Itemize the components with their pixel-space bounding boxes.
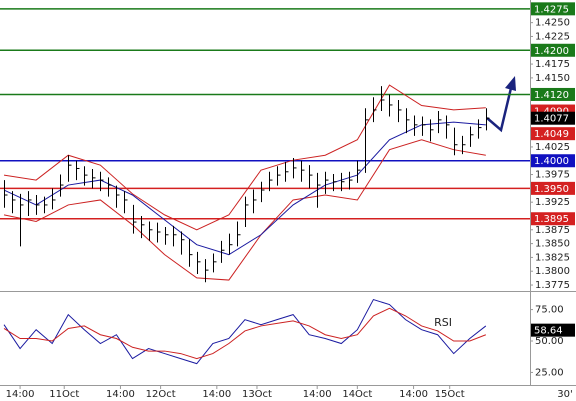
y-tick-label: 1.4150 xyxy=(535,73,570,84)
arrow-head xyxy=(505,76,516,91)
x-tick-label: 14Oct xyxy=(342,389,372,400)
level-label: 1.3895 xyxy=(534,214,569,225)
rsi-title: RSI xyxy=(434,316,452,329)
level-box xyxy=(531,323,575,337)
y-tick-label: 1.4250 xyxy=(535,18,570,29)
overlay-line xyxy=(3,84,486,231)
x-tick-label: 15Oct xyxy=(435,389,465,400)
level-label: 1.4000 xyxy=(534,156,569,167)
y-tick-label: 75.00 xyxy=(535,305,564,316)
y-tick-label: 1.4025 xyxy=(535,142,570,153)
y-tick-label: 1.3850 xyxy=(535,239,570,250)
level-label: 1.4049 xyxy=(534,129,569,140)
overlay-line xyxy=(3,139,486,281)
timeframe: 30' xyxy=(557,389,572,400)
level-label: 1.4077 xyxy=(534,114,569,125)
level-box xyxy=(531,87,575,101)
level-box xyxy=(531,43,575,57)
x-tick-label: 14:00 xyxy=(303,389,332,400)
y-tick-label: 1.3925 xyxy=(535,197,570,208)
level-label: 1.4200 xyxy=(534,46,569,57)
level-label: 1.4120 xyxy=(534,90,569,101)
y-tick-label: 1.3825 xyxy=(535,252,570,263)
level-label: 1.3950 xyxy=(534,184,569,195)
y-tick-label: 25.00 xyxy=(535,367,564,378)
x-tick-label: 14:00 xyxy=(106,389,135,400)
y-tick-label: 1.3800 xyxy=(535,266,570,277)
level-box xyxy=(531,2,575,16)
level-box xyxy=(531,181,575,195)
forecast-arrow xyxy=(486,76,516,133)
y-tick-label: 1.4175 xyxy=(535,59,570,70)
y-tick-label: 1.4225 xyxy=(535,31,570,42)
x-tick-label: 14:00 xyxy=(399,389,428,400)
x-tick-label: 14:00 xyxy=(6,389,35,400)
level-label: 1.4275 xyxy=(534,4,569,15)
y-tick-label: 50.00 xyxy=(535,336,564,347)
level-box xyxy=(531,127,575,141)
x-tick-label: 13Oct xyxy=(242,389,272,400)
arrow-line xyxy=(486,87,513,133)
x-tick-label: 11Oct xyxy=(49,389,79,400)
y-tick-label: 1.3875 xyxy=(535,225,570,236)
y-tick-label: 1.3975 xyxy=(535,170,570,181)
y-tick-label: 1.3775 xyxy=(535,280,570,291)
level-box xyxy=(531,212,575,226)
rsi-line xyxy=(3,298,487,365)
level-box xyxy=(531,154,575,168)
rsi-line xyxy=(3,307,487,360)
level-box xyxy=(531,111,575,125)
x-tick-label: 14:00 xyxy=(202,389,231,400)
level-label: 58.64 xyxy=(534,326,563,337)
x-tick-label: 12Oct xyxy=(146,389,176,400)
